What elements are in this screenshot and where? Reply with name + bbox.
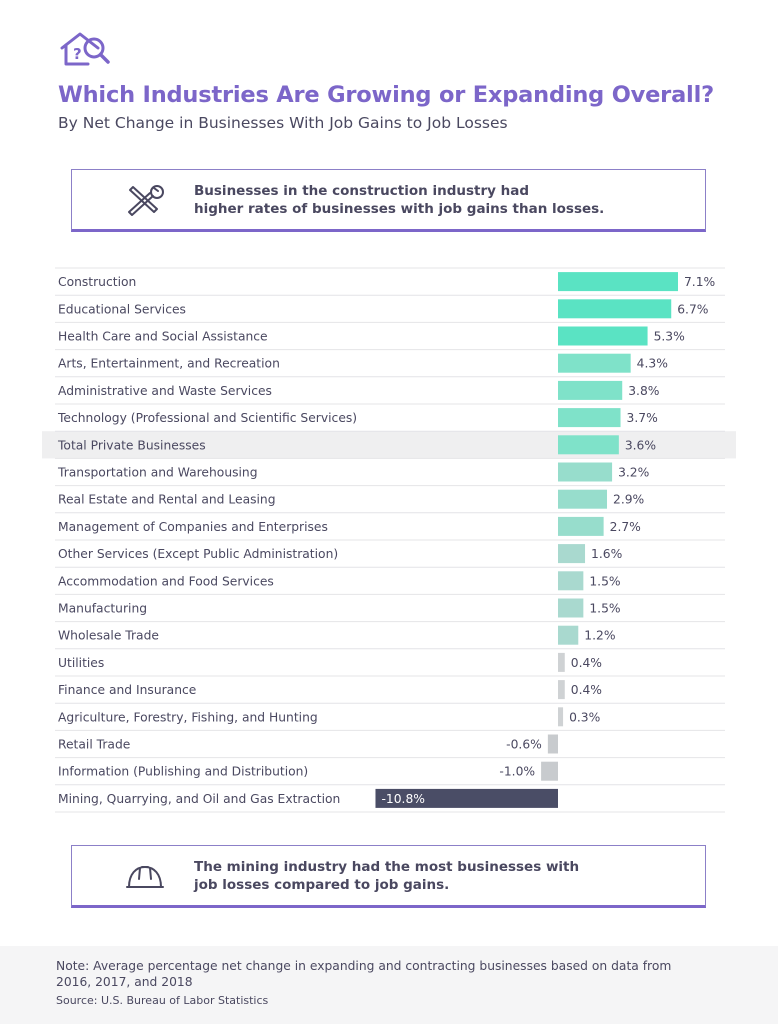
category-label: Accommodation and Food Services <box>58 574 274 588</box>
value-label: 2.9% <box>613 493 644 507</box>
bar <box>558 435 619 455</box>
footer-note: Note: Average percentage net change in e… <box>56 959 672 989</box>
category-label: Educational Services <box>58 302 186 316</box>
value-label: 0.4% <box>571 683 602 697</box>
category-label: Arts, Entertainment, and Recreation <box>58 357 280 371</box>
value-label: 3.6% <box>625 438 656 452</box>
value-label: 0.4% <box>571 656 602 670</box>
value-label: 1.5% <box>589 602 620 616</box>
bar <box>558 516 604 536</box>
value-label: -0.6% <box>506 738 542 752</box>
category-label: Other Services (Except Public Administra… <box>58 547 338 561</box>
house-magnifier-logo-icon: ? <box>60 32 110 66</box>
bar <box>558 299 672 319</box>
page-subtitle: By Net Change in Businesses With Job Gai… <box>58 114 508 132</box>
category-label: Total Private Businesses <box>57 438 206 452</box>
category-label: Retail Trade <box>58 738 130 752</box>
highlight-row <box>42 431 736 459</box>
bar <box>558 571 584 591</box>
bar <box>558 380 623 400</box>
footer-band <box>0 946 778 1024</box>
bar <box>558 462 613 482</box>
category-label: Wholesale Trade <box>58 629 159 643</box>
bar <box>558 326 648 346</box>
value-label: 2.7% <box>610 520 641 534</box>
callout-top-line1: Businesses in the construction industry … <box>194 183 530 199</box>
bar <box>558 652 565 672</box>
category-label: Real Estate and Rental and Leasing <box>58 493 276 507</box>
value-label: 4.3% <box>637 357 668 371</box>
footer-source: Source: U.S. Bureau of Labor Statistics <box>56 994 269 1007</box>
category-label: Utilities <box>58 656 104 670</box>
value-label: 3.8% <box>628 384 659 398</box>
value-label: 5.3% <box>654 330 685 344</box>
value-label: 3.2% <box>618 466 649 480</box>
bar <box>375 788 558 808</box>
callout-bottom-line2: job losses compared to job gains. <box>194 877 450 893</box>
bar <box>541 761 558 781</box>
value-label: -1.0% <box>499 765 535 779</box>
bar-chart: Construction 7.1% Educational Services 6.7%… <box>42 267 736 813</box>
value-label: 3.7% <box>627 411 658 425</box>
category-label: Agriculture, Forestry, Fishing, and Hunt… <box>58 710 318 724</box>
value-label: 1.6% <box>591 547 622 561</box>
value-label: -10.8% <box>381 792 425 806</box>
value-label: 1.5% <box>589 574 620 588</box>
bar <box>558 598 584 618</box>
bar <box>558 272 678 292</box>
bar <box>558 489 608 509</box>
page-title: Which Industries Are Growing or Expandin… <box>58 82 714 108</box>
bar <box>547 734 558 754</box>
hard-hat-icon <box>126 866 164 888</box>
category-label: Information (Publishing and Distribution… <box>58 765 308 779</box>
value-label: 1.2% <box>584 629 615 643</box>
bar <box>558 408 621 428</box>
bar <box>558 707 564 727</box>
category-label: Management of Companies and Enterprises <box>58 520 328 534</box>
category-label: Manufacturing <box>58 602 147 616</box>
value-label: 6.7% <box>677 302 708 316</box>
category-label: Transportation and Warehousing <box>57 466 258 480</box>
category-label: Technology (Professional and Scientific … <box>57 411 357 425</box>
tools-icon <box>128 185 164 216</box>
category-label: Administrative and Waste Services <box>58 384 272 398</box>
bar <box>558 680 565 700</box>
category-label: Mining, Quarrying, and Oil and Gas Extra… <box>58 792 340 806</box>
category-label: Construction <box>58 275 136 289</box>
bar <box>558 544 586 564</box>
bar <box>558 353 631 373</box>
category-label: Finance and Insurance <box>58 683 196 697</box>
value-label: 0.3% <box>569 710 600 724</box>
callout-bottom-line1: The mining industry had the most busines… <box>194 859 580 875</box>
callout-construction: Businesses in the construction industry … <box>71 169 706 232</box>
svg-text:?: ? <box>73 45 82 63</box>
category-label: Health Care and Social Assistance <box>58 330 268 344</box>
bar <box>558 625 579 645</box>
callout-top-line2: higher rates of businesses with job gain… <box>194 201 605 217</box>
callout-mining: The mining industry had the most busines… <box>71 845 706 908</box>
value-label: 7.1% <box>684 275 715 289</box>
